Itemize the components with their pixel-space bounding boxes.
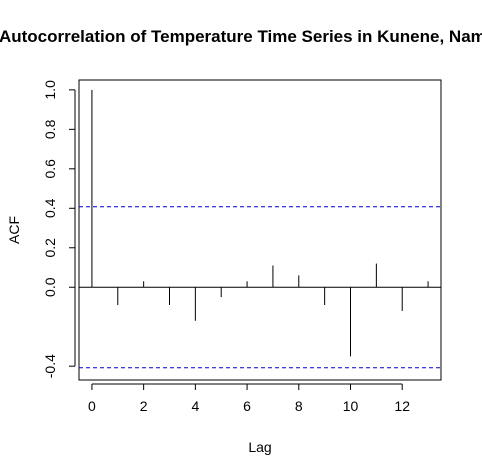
acf-stems [91, 89, 429, 357]
x-axis: 0 2 4 6 8 10 12 [88, 383, 410, 414]
y-tick-label: 1.0 [42, 80, 58, 100]
confidence-lines [79, 206, 441, 369]
y-tick-label: 0.2 [42, 238, 58, 258]
y-tick-label: 0.0 [42, 277, 58, 297]
x-tick-label: 4 [191, 398, 199, 414]
x-tick-label: 0 [88, 398, 96, 414]
y-axis-label: ACF [6, 216, 22, 244]
x-axis-label: Lag [248, 439, 271, 455]
x-tick-label: 6 [243, 398, 251, 414]
y-axis: -0.4 0.0 0.2 0.4 0.6 0.8 1.0 [42, 80, 76, 378]
x-tick-label: 12 [394, 398, 410, 414]
x-tick-label: 10 [343, 398, 359, 414]
y-tick-label: 0.4 [42, 198, 58, 218]
plot-frame [78, 79, 442, 381]
y-tick-label: 0.8 [42, 119, 58, 139]
x-tick-label: 2 [140, 398, 148, 414]
y-tick-label: -0.4 [42, 354, 58, 378]
y-tick-label: 0.6 [42, 159, 58, 179]
chart-title: Autocorrelation of Temperature Time Seri… [0, 27, 482, 46]
x-tick-label: 8 [295, 398, 303, 414]
